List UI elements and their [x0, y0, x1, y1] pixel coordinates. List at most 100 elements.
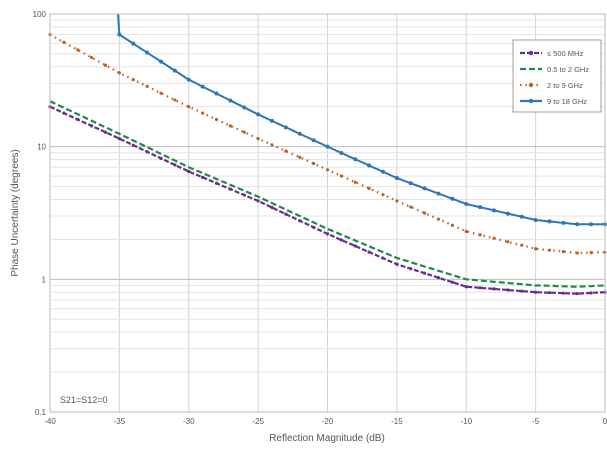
data-point — [478, 205, 483, 210]
data-point — [173, 163, 177, 167]
x-tick-label: -25 — [252, 417, 264, 426]
data-point — [422, 186, 427, 191]
data-point — [62, 40, 66, 44]
data-point — [339, 238, 343, 242]
data-point — [187, 105, 191, 109]
data-point — [145, 50, 150, 55]
data-point — [436, 217, 441, 221]
data-point — [62, 111, 66, 115]
data-point — [408, 181, 413, 186]
data-point — [298, 219, 302, 223]
data-point — [117, 71, 121, 75]
data-point — [561, 291, 565, 295]
data-point — [214, 181, 219, 185]
data-point — [423, 271, 427, 275]
data-point — [201, 111, 205, 115]
x-tick-label: -40 — [44, 417, 56, 426]
data-point — [381, 256, 385, 260]
data-point — [145, 84, 149, 89]
data-point — [325, 168, 330, 172]
data-point — [478, 286, 482, 290]
data-point — [90, 124, 94, 128]
data-point — [131, 78, 135, 82]
data-point — [297, 131, 302, 136]
data-point — [173, 98, 177, 102]
series-4 — [117, 13, 607, 227]
legend-item: 0.5 to 2 GHz — [520, 65, 589, 74]
data-point — [436, 191, 441, 196]
data-point — [464, 229, 468, 233]
data-point — [492, 236, 496, 240]
data-point — [395, 262, 399, 266]
y-tick-label: 10 — [37, 143, 46, 152]
x-tick-label: -15 — [391, 417, 403, 426]
data-point — [172, 68, 177, 73]
data-point — [423, 211, 427, 215]
data-point — [117, 32, 122, 37]
data-point — [131, 41, 136, 46]
data-point — [270, 205, 274, 210]
legend-label: 9 to 18 GHz — [547, 97, 587, 106]
legend: ≤ 500 MHz 0.5 to 2 GHz 2 to 9 GHz 9 to 18 G… — [512, 39, 602, 113]
legend-label: 2 to 9 GHz — [547, 81, 583, 90]
data-point — [131, 143, 135, 147]
data-point — [312, 225, 316, 229]
data-point — [533, 218, 538, 223]
data-point — [159, 91, 163, 95]
data-point — [159, 156, 163, 160]
plot-frame — [49, 13, 606, 413]
data-point — [339, 174, 343, 178]
data-point — [284, 149, 288, 153]
x-tick-label: 0 — [603, 417, 607, 426]
data-point — [214, 91, 219, 96]
data-point — [534, 247, 538, 251]
data-point — [534, 290, 538, 294]
data-point — [353, 157, 358, 162]
data-point — [506, 288, 510, 292]
data-point — [298, 155, 302, 159]
data-point — [409, 267, 413, 271]
data-point — [339, 150, 344, 155]
x-tick-label: -5 — [532, 417, 540, 426]
data-point — [284, 212, 288, 216]
data-point — [520, 289, 524, 293]
y-tick-label: 1 — [42, 275, 47, 284]
data-point — [450, 223, 454, 227]
data-point — [436, 276, 441, 280]
data-point — [242, 105, 247, 110]
x-tick-label: -10 — [460, 417, 472, 426]
grid — [49, 14, 606, 413]
data-point — [90, 55, 94, 60]
data-point — [117, 137, 121, 141]
x-tick-label: -30 — [183, 417, 195, 426]
data-point — [187, 169, 191, 174]
data-point — [228, 187, 232, 191]
series-1 — [48, 105, 607, 296]
series-3 — [48, 32, 607, 255]
data-point — [76, 48, 80, 52]
data-point — [547, 248, 552, 252]
data-point — [561, 249, 565, 254]
data-point — [561, 220, 566, 225]
data-point — [367, 250, 371, 254]
x-tick-label: -20 — [322, 417, 334, 426]
data-point — [394, 176, 399, 181]
y-axis-label: Phase Uncertainty (degrees) — [10, 149, 21, 276]
data-point — [367, 163, 372, 168]
data-point — [395, 199, 399, 203]
data-point — [256, 199, 260, 203]
data-point — [311, 138, 316, 143]
y-tick-labels: 0.1 1 10 100 — [33, 10, 47, 417]
data-point — [201, 175, 205, 179]
legend-marker — [528, 98, 534, 104]
data-point — [589, 251, 593, 255]
legend-marker — [528, 50, 534, 56]
data-point — [214, 117, 219, 122]
data-point — [200, 84, 205, 89]
data-point — [589, 222, 594, 227]
data-point — [589, 291, 593, 295]
y-tick-label: 0.1 — [35, 408, 47, 417]
annotation: S21=S12=0 — [60, 395, 108, 405]
data-point — [76, 117, 80, 122]
